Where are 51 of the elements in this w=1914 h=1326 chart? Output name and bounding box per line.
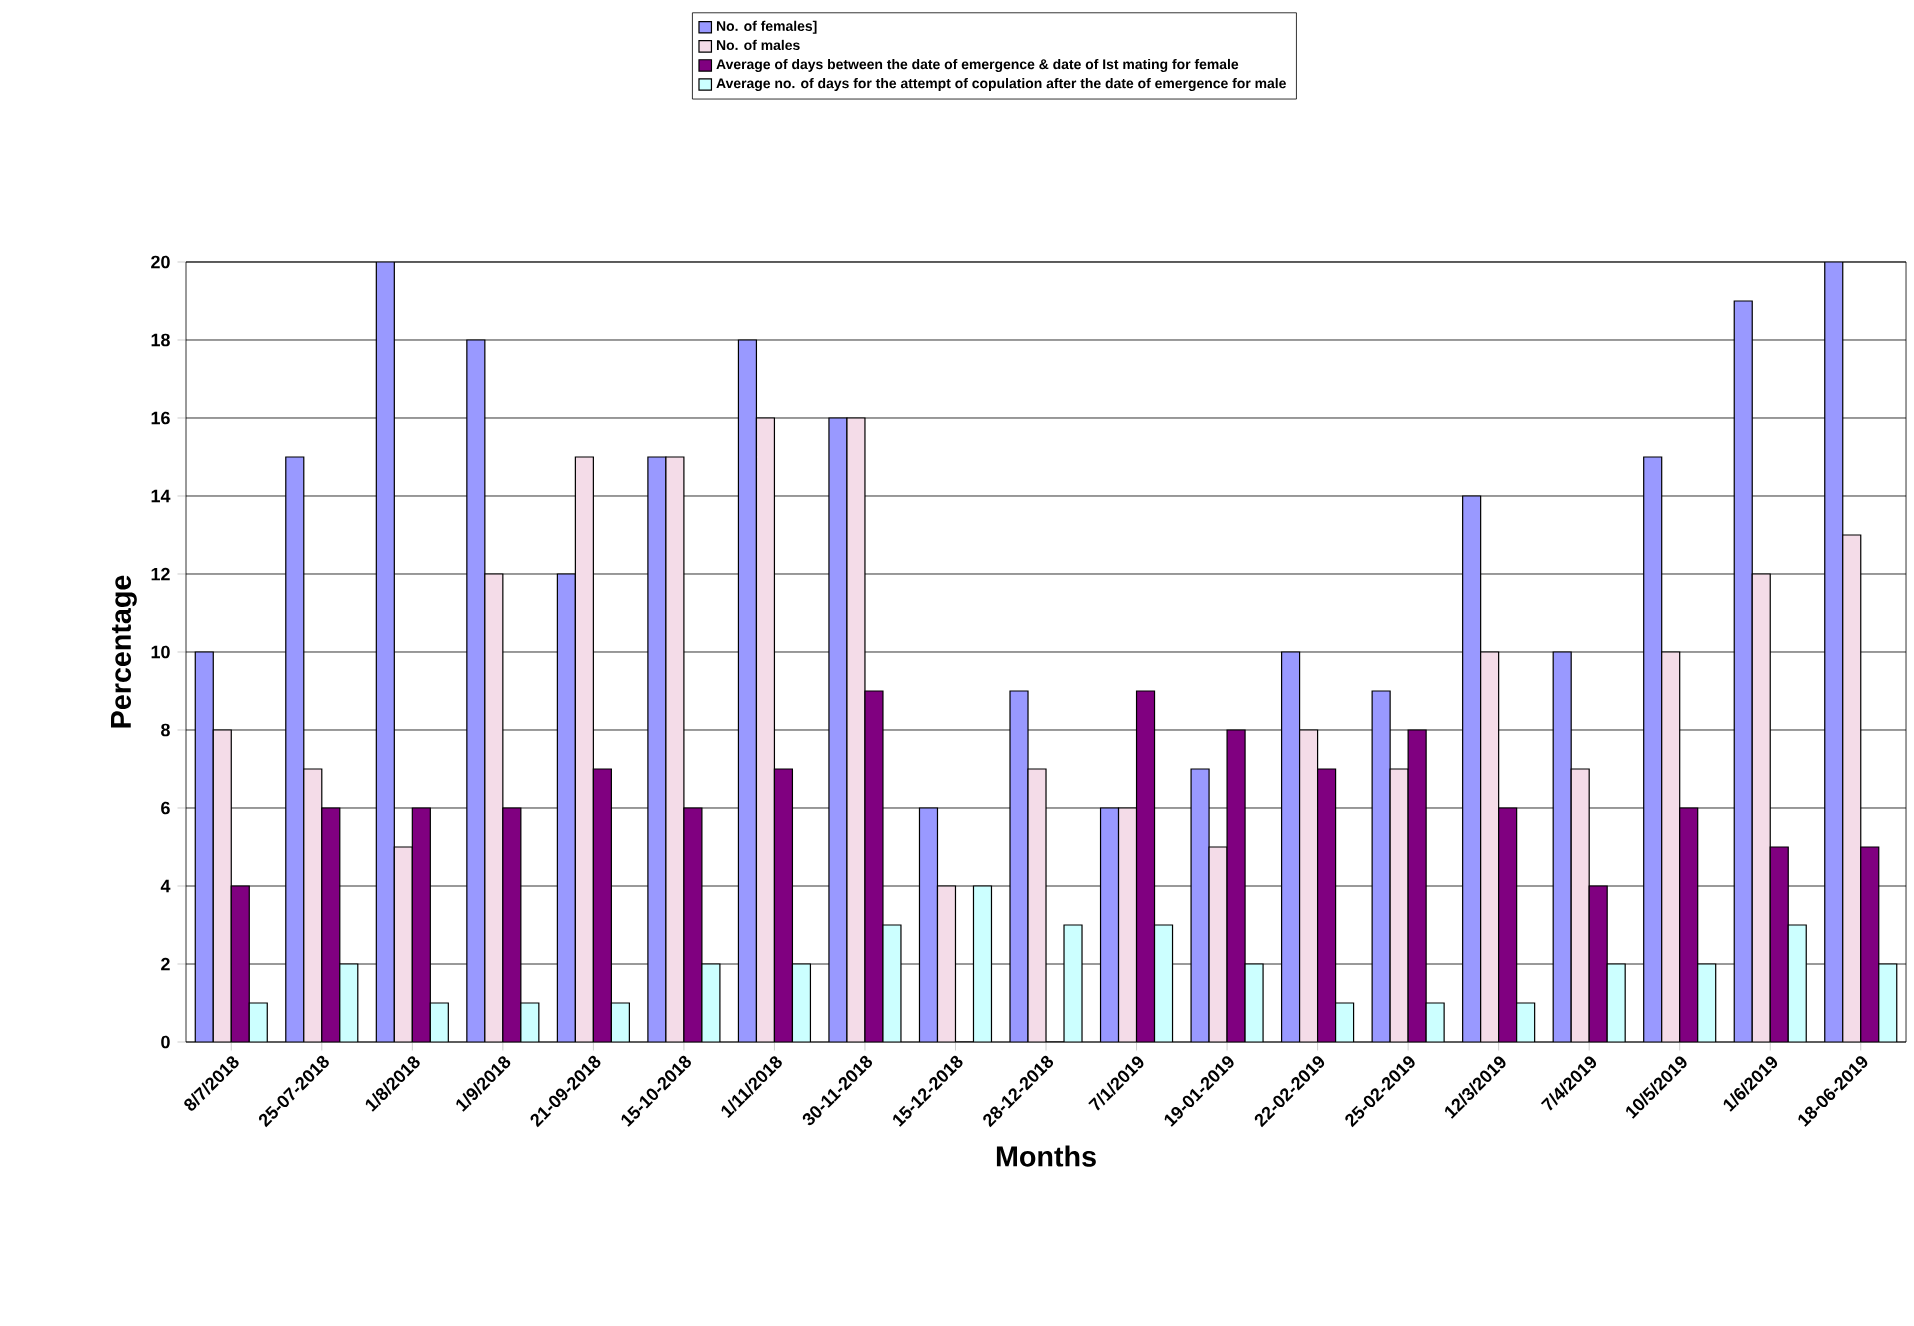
y-axis-title: Percentage [111, 575, 137, 728]
bar [212, 729, 232, 1042]
bar [1751, 573, 1771, 1042]
bar [1606, 963, 1626, 1042]
bar [592, 768, 612, 1042]
x-axis-title: Months [996, 1145, 1096, 1167]
bar [574, 456, 594, 1042]
bar [1570, 768, 1590, 1042]
y-tick-label: 0 [161, 1035, 170, 1049]
bar [1117, 807, 1138, 1042]
bar [1588, 885, 1608, 1042]
bar [972, 885, 993, 1042]
bar [1697, 963, 1717, 1042]
bar [1316, 768, 1337, 1042]
bar [1498, 807, 1518, 1042]
bar [1860, 846, 1880, 1042]
bar [1153, 924, 1174, 1042]
bar [1480, 651, 1500, 1042]
y-tick-label: 6 [161, 801, 170, 815]
y-tick-label: 18 [151, 333, 170, 347]
bar [393, 846, 413, 1042]
bar [1334, 1002, 1355, 1042]
y-tick-label: 8 [161, 723, 170, 737]
y-tick-label: 2 [161, 957, 170, 971]
bar [791, 963, 812, 1042]
y-tick-label: 20 [151, 255, 170, 269]
bar [230, 885, 250, 1042]
bar [1516, 1002, 1536, 1042]
y-tick-label: 12 [151, 567, 170, 581]
y-tick-label: 10 [151, 645, 170, 659]
y-tick-label: 4 [160, 879, 171, 893]
bar [411, 807, 431, 1042]
bar [1878, 963, 1898, 1042]
bar [773, 768, 794, 1042]
bar [1787, 924, 1807, 1042]
bar [610, 1002, 630, 1042]
bar [755, 417, 776, 1042]
bar [1661, 651, 1681, 1042]
bar [1135, 690, 1156, 1042]
bar [303, 768, 323, 1042]
bar [1769, 846, 1789, 1042]
y-tick-label: 16 [151, 411, 170, 425]
bar [321, 807, 341, 1042]
bar [429, 1002, 449, 1042]
bar [1842, 534, 1862, 1042]
bar [248, 1002, 268, 1042]
bar [1679, 807, 1699, 1042]
bar [1298, 729, 1319, 1042]
bar [339, 963, 359, 1042]
y-tick-label: 14 [151, 489, 171, 503]
bar [936, 885, 957, 1042]
